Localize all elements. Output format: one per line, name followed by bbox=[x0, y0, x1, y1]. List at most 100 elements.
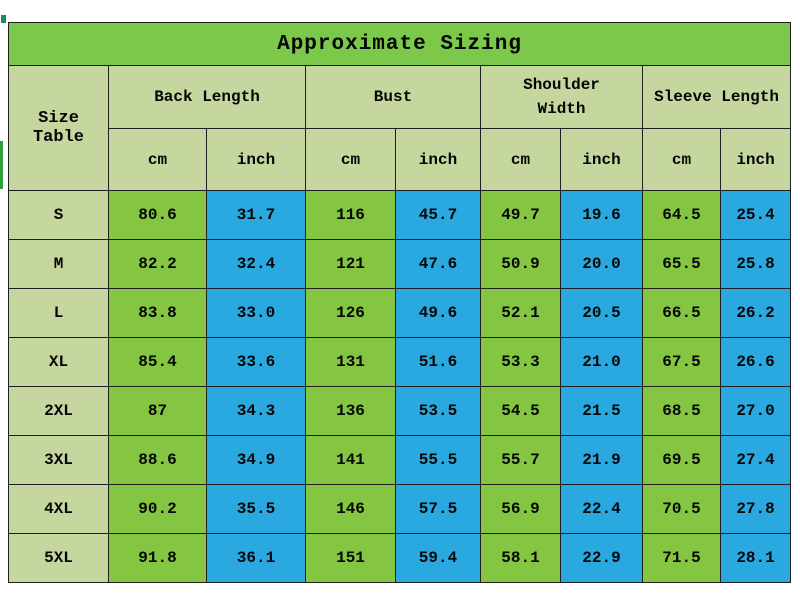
column-group-sleeve-length: Sleeve Length bbox=[641, 65, 792, 129]
inch-value-cell: 20.5 bbox=[560, 288, 643, 338]
unit-header-cm: cm bbox=[305, 128, 396, 191]
cm-value-cell: 54.5 bbox=[480, 386, 561, 436]
cm-value-cell: 80.6 bbox=[108, 190, 207, 240]
table-row: 5XL 91.8 36.1 151 59.4 58.1 22.9 71.5 28.1 bbox=[8, 533, 792, 583]
cm-value-cell: 116 bbox=[305, 190, 396, 240]
inch-value-cell: 25.8 bbox=[719, 239, 792, 289]
unit-header-inch: inch bbox=[206, 128, 306, 191]
inch-value-cell: 25.4 bbox=[719, 190, 792, 240]
unit-header-cm: cm bbox=[480, 128, 561, 191]
cm-value-cell: 67.5 bbox=[642, 337, 721, 387]
cm-value-cell: 71.5 bbox=[642, 533, 721, 583]
cm-value-cell: 53.3 bbox=[480, 337, 561, 387]
inch-value-cell: 21.0 bbox=[560, 337, 643, 387]
inch-value-cell: 19.6 bbox=[560, 190, 643, 240]
cm-value-cell: 69.5 bbox=[642, 435, 721, 485]
cm-value-cell: 70.5 bbox=[642, 484, 721, 534]
table-row: 4XL 90.2 35.5 146 57.5 56.9 22.4 70.5 27.8 bbox=[8, 484, 792, 534]
size-rows: S 80.6 31.7 116 45.7 49.7 19.6 64.5 25.4 M 82.2 32.… bbox=[8, 190, 792, 583]
inch-value-cell: 20.0 bbox=[560, 239, 643, 289]
unit-header-inch: inch bbox=[560, 128, 643, 191]
size-label-cell: M bbox=[8, 239, 109, 289]
inch-value-cell: 51.6 bbox=[395, 337, 481, 387]
inch-value-cell: 45.7 bbox=[395, 190, 481, 240]
table-header: Approximate Sizing Size Table Back Lengt… bbox=[7, 22, 792, 191]
inch-value-cell: 33.6 bbox=[206, 337, 306, 387]
edge-artifact-teal bbox=[1, 15, 6, 23]
cm-value-cell: 49.7 bbox=[480, 190, 561, 240]
table-row: L 83.8 33.0 126 49.6 52.1 20.5 66.5 26.2 bbox=[8, 288, 792, 338]
cm-value-cell: 151 bbox=[305, 533, 396, 583]
column-group-back-length: Back Length bbox=[108, 65, 306, 129]
inch-value-cell: 57.5 bbox=[395, 484, 481, 534]
inch-value-cell: 27.8 bbox=[719, 484, 792, 534]
corner-header-size-table: Size Table bbox=[8, 65, 109, 191]
cm-value-cell: 82.2 bbox=[108, 239, 207, 289]
size-label-cell: L bbox=[8, 288, 109, 338]
cm-value-cell: 56.9 bbox=[480, 484, 561, 534]
inch-value-cell: 27.4 bbox=[719, 435, 792, 485]
cm-value-cell: 83.8 bbox=[108, 288, 207, 338]
cm-value-cell: 52.1 bbox=[480, 288, 561, 338]
sizing-table: Approximate Sizing Size Table Back Lengt… bbox=[7, 22, 792, 583]
inch-value-cell: 34.9 bbox=[206, 435, 306, 485]
column-group-bust: Bust bbox=[305, 65, 481, 129]
size-label-cell: 4XL bbox=[8, 484, 109, 534]
inch-value-cell: 34.3 bbox=[206, 386, 306, 436]
inch-value-cell: 27.0 bbox=[719, 386, 792, 436]
inch-value-cell: 36.1 bbox=[206, 533, 306, 583]
inch-value-cell: 32.4 bbox=[206, 239, 306, 289]
edge-artifact-green bbox=[0, 141, 3, 189]
inch-value-cell: 31.7 bbox=[206, 190, 306, 240]
inch-value-cell: 49.6 bbox=[395, 288, 481, 338]
title-row: Approximate Sizing bbox=[7, 22, 792, 66]
inch-value-cell: 26.6 bbox=[719, 337, 792, 387]
inch-value-cell: 47.6 bbox=[395, 239, 481, 289]
cm-value-cell: 58.1 bbox=[480, 533, 561, 583]
inch-value-cell: 55.5 bbox=[395, 435, 481, 485]
inch-value-cell: 22.9 bbox=[560, 533, 643, 583]
cm-value-cell: 55.7 bbox=[480, 435, 561, 485]
table-row: XL 85.4 33.6 131 51.6 53.3 21.0 67.5 26.6 bbox=[8, 337, 792, 387]
size-label-cell: 2XL bbox=[8, 386, 109, 436]
unit-header-inch: inch bbox=[395, 128, 481, 191]
cm-value-cell: 141 bbox=[305, 435, 396, 485]
table-row: 2XL 87 34.3 136 53.5 54.5 21.5 68.5 27.0 bbox=[8, 386, 792, 436]
cm-value-cell: 66.5 bbox=[642, 288, 721, 338]
cm-value-cell: 131 bbox=[305, 337, 396, 387]
unit-header-inch: inch bbox=[719, 128, 792, 191]
table-row: 3XL 88.6 34.9 141 55.5 55.7 21.9 69.5 27.4 bbox=[8, 435, 792, 485]
table-row: M 82.2 32.4 121 47.6 50.9 20.0 65.5 25.8 bbox=[8, 239, 792, 289]
inch-value-cell: 21.9 bbox=[560, 435, 643, 485]
inch-value-cell: 21.5 bbox=[560, 386, 643, 436]
cm-value-cell: 85.4 bbox=[108, 337, 207, 387]
cm-value-cell: 88.6 bbox=[108, 435, 207, 485]
cm-value-cell: 126 bbox=[305, 288, 396, 338]
inch-value-cell: 26.2 bbox=[719, 288, 792, 338]
column-group-shoulder-width: Shoulder Width bbox=[480, 65, 643, 129]
inch-value-cell: 59.4 bbox=[395, 533, 481, 583]
group-header-row: Size Table Back Length Bust Shoulder Wid… bbox=[8, 65, 792, 191]
size-label-cell: S bbox=[8, 190, 109, 240]
unit-header-cm: cm bbox=[108, 128, 207, 191]
unit-header-row: cm inch cm inch cm inch cm inch bbox=[9, 128, 792, 191]
inch-value-cell: 28.1 bbox=[719, 533, 792, 583]
cm-value-cell: 146 bbox=[305, 484, 396, 534]
page-title: Approximate Sizing bbox=[7, 22, 792, 66]
inch-value-cell: 22.4 bbox=[560, 484, 643, 534]
unit-header-cm: cm bbox=[642, 128, 721, 191]
cm-value-cell: 90.2 bbox=[108, 484, 207, 534]
inch-value-cell: 53.5 bbox=[395, 386, 481, 436]
size-label-cell: 5XL bbox=[8, 533, 109, 583]
size-label-cell: XL bbox=[8, 337, 109, 387]
cm-value-cell: 50.9 bbox=[480, 239, 561, 289]
size-label-cell: 3XL bbox=[8, 435, 109, 485]
inch-value-cell: 35.5 bbox=[206, 484, 306, 534]
cm-value-cell: 64.5 bbox=[642, 190, 721, 240]
cm-value-cell: 121 bbox=[305, 239, 396, 289]
cm-value-cell: 65.5 bbox=[642, 239, 721, 289]
table-row: S 80.6 31.7 116 45.7 49.7 19.6 64.5 25.4 bbox=[8, 190, 792, 240]
inch-value-cell: 33.0 bbox=[206, 288, 306, 338]
cm-value-cell: 87 bbox=[108, 386, 207, 436]
cm-value-cell: 136 bbox=[305, 386, 396, 436]
